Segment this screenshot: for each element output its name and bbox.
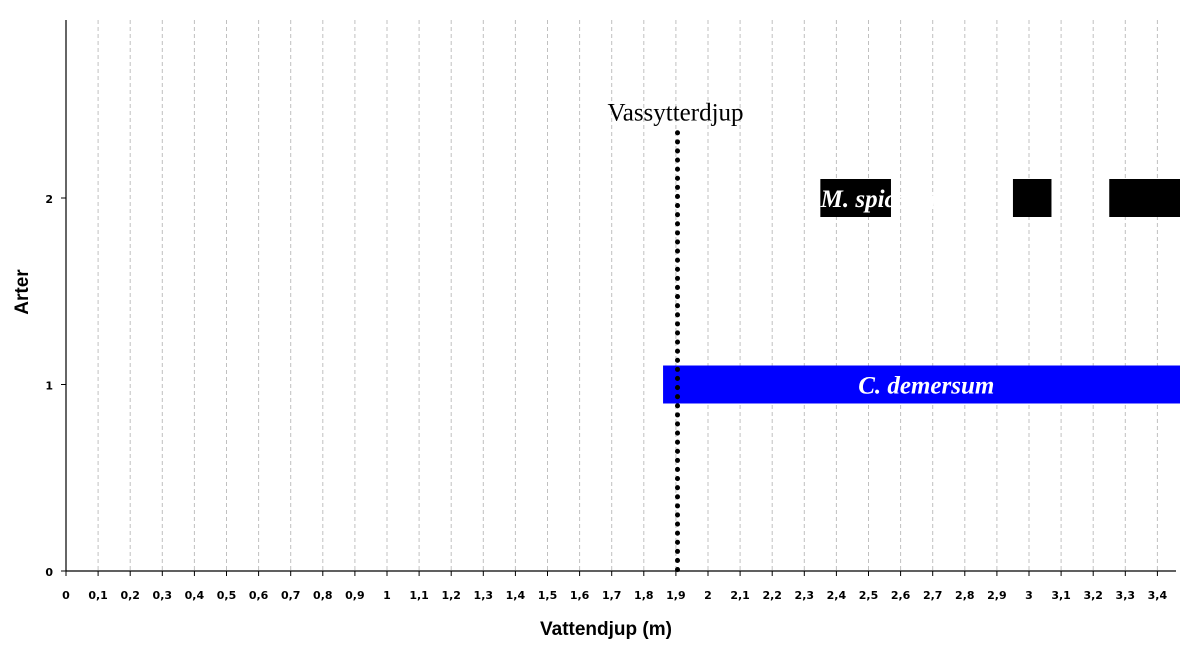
x-tick-label: 0,9: [345, 589, 365, 602]
x-tick-label: 0,4: [185, 589, 205, 602]
x-tick-label: 0,3: [153, 589, 173, 602]
x-tick-label: 0,5: [217, 589, 237, 602]
axes: [65, 20, 1176, 572]
x-tick-label: 2,8: [955, 589, 975, 602]
y-tick-label: 0: [45, 566, 53, 579]
x-tick-label: 0,7: [281, 589, 301, 602]
x-tick-label: 0: [62, 589, 70, 602]
y-tick-labels: 0 1 2: [45, 193, 66, 579]
x-tick-label: 2,3: [795, 589, 815, 602]
series-bars: [663, 179, 1180, 404]
x-tick-label: 2,5: [859, 589, 879, 602]
reference-line-group: Vassytterdjup: [607, 100, 744, 574]
x-tick-label: 0,6: [249, 589, 269, 602]
x-tick-label: 0,8: [313, 589, 333, 602]
x-tick-label: 1,2: [441, 589, 461, 602]
x-tick-label: 2,4: [827, 589, 847, 602]
y-tick-label: 1: [45, 380, 53, 393]
series-label: C. demersum: [858, 373, 994, 400]
x-tick-label: 2,7: [923, 589, 943, 602]
x-tick-label: 3,3: [1116, 589, 1136, 602]
x-axis-title: Vattendjup (m): [540, 619, 672, 640]
x-tick-label: 1,4: [506, 589, 526, 602]
y-tick-label: 2: [45, 193, 53, 206]
x-tick-label: 3: [1025, 589, 1033, 602]
x-tick-label: 1: [383, 589, 391, 602]
x-tick-label: 1,1: [409, 589, 429, 602]
x-tick-label: 0,2: [120, 589, 140, 602]
y-axis-title: Arter: [12, 269, 33, 315]
x-tick-label: 1,8: [634, 589, 654, 602]
range-bar: [820, 179, 891, 217]
x-tick-label: 2,9: [987, 589, 1007, 602]
x-tick-label: 1,5: [538, 589, 558, 602]
x-tick-label: 0,1: [88, 589, 108, 602]
x-tick-labels: 0 0,1 0,2 0,3 0,4 0,5 0,6 0,7 0,8 0,9 1 1,1 1,2 1,3 1,…: [62, 571, 1167, 602]
x-tick-label: 3,2: [1083, 589, 1103, 602]
x-tick-label: 2,6: [891, 589, 911, 602]
x-tick-label: 2,1: [730, 589, 750, 602]
range-bar: [1109, 179, 1180, 217]
x-tick-label: 1,9: [666, 589, 686, 602]
x-tick-label: 3,4: [1148, 589, 1168, 602]
range-bar: [663, 365, 1180, 404]
series-labels: M. spicatum C. demersum: [820, 186, 995, 400]
range-bar: [1012, 179, 1052, 217]
x-tick-label: 2,2: [762, 589, 782, 602]
series-label: M. spicatum: [820, 186, 949, 213]
x-tick-label: 2: [704, 589, 712, 602]
x-tick-label: 1,3: [474, 589, 494, 602]
x-tick-label: 1,6: [570, 589, 590, 602]
reference-line-label: Vassytterdjup: [607, 100, 743, 127]
x-tick-label: 1,7: [602, 589, 622, 602]
x-tick-label: 3,1: [1051, 589, 1071, 602]
